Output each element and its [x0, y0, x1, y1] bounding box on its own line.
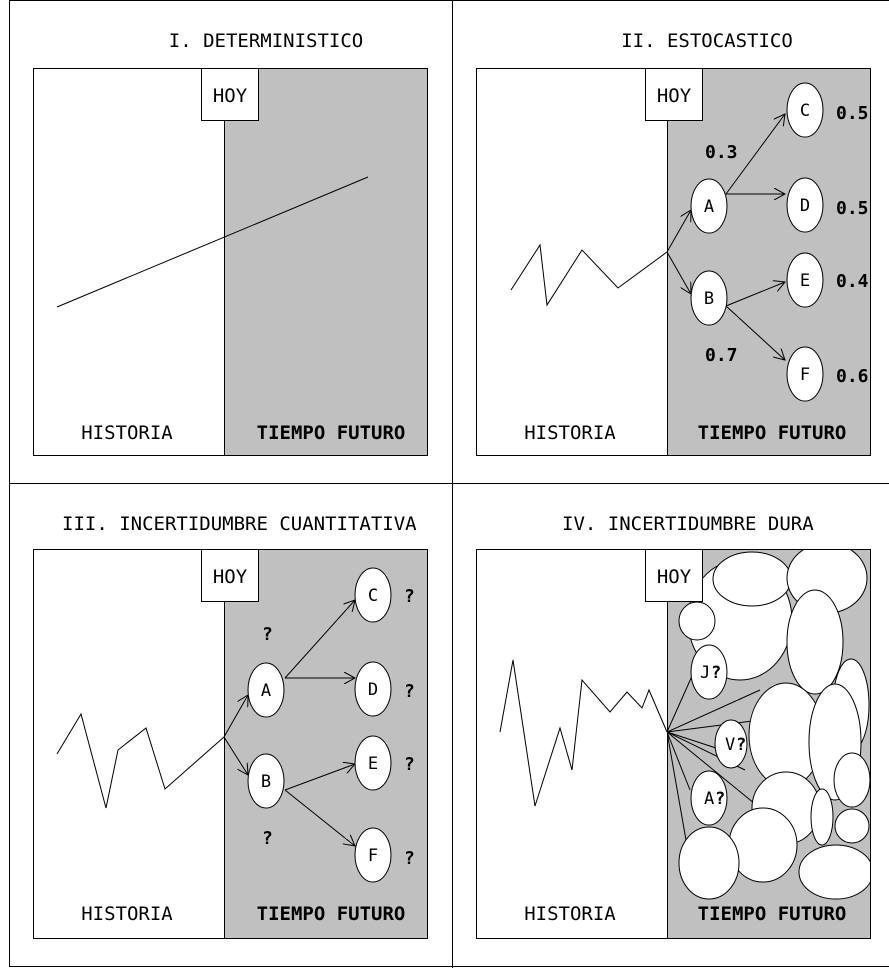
- panel-quantitative-uncertainty: III. INCERTIDUMBRE CUANTITATIVA HOY A B …: [34, 513, 428, 939]
- today-label: HOY: [657, 566, 692, 588]
- uncertain-mark: ?: [715, 789, 725, 809]
- svg-text:E: E: [800, 271, 810, 291]
- node-a: A ?: [691, 771, 727, 825]
- history-label: HISTORIA: [524, 903, 616, 925]
- svg-text:A: A: [704, 789, 714, 809]
- svg-text:F: F: [800, 365, 810, 385]
- uncertain-leaf-c: ?: [404, 586, 415, 607]
- svg-text:D: D: [368, 680, 378, 700]
- uncertain-mark: ?: [736, 735, 746, 755]
- uncertain-branch-a: ?: [262, 624, 273, 645]
- today-label: HOY: [213, 85, 248, 107]
- node-b: B: [248, 754, 284, 808]
- panel-title: II. ESTOCASTICO: [621, 30, 793, 52]
- node-f: F: [787, 347, 823, 401]
- probability-a: 0.3: [705, 142, 738, 163]
- future-region: [225, 550, 428, 939]
- panel-hard-uncertainty: J ? V ? A ? HOY HISTORIA TIEMPO FUTURO I…: [477, 513, 874, 939]
- svg-text:B: B: [704, 289, 714, 309]
- future-label: TIEMPO FUTURO: [257, 422, 406, 444]
- panel-deterministic: I. DETERMINISTICO HOY HISTORIA TIEMPO FU…: [34, 30, 428, 456]
- node-e: E: [787, 253, 823, 307]
- node-c: C: [787, 83, 823, 137]
- scenario-blob: [679, 602, 715, 640]
- probability-c: 0.5: [836, 103, 869, 124]
- today-label: HOY: [657, 85, 692, 107]
- uncertain-leaf-d: ?: [404, 681, 415, 702]
- node-j: J ?: [691, 645, 727, 699]
- probability-d: 0.5: [836, 198, 869, 219]
- history-label: HISTORIA: [81, 903, 173, 925]
- panel-title: I. DETERMINISTICO: [169, 30, 363, 52]
- future-label: TIEMPO FUTURO: [257, 903, 406, 925]
- future-label: TIEMPO FUTURO: [698, 422, 847, 444]
- svg-text:A: A: [704, 197, 714, 217]
- history-label: HISTORIA: [81, 422, 173, 444]
- svg-text:V: V: [725, 735, 735, 755]
- future-region: [668, 69, 871, 456]
- panel-title: III. INCERTIDUMBRE CUANTITATIVA: [62, 513, 417, 535]
- node-d: D: [787, 178, 823, 232]
- scenario-blob: [811, 789, 833, 845]
- node-a: A: [248, 663, 284, 717]
- scenario-blob: [713, 552, 791, 606]
- svg-text:B: B: [261, 772, 271, 792]
- future-region: [225, 69, 428, 456]
- uncertain-leaf-e: ?: [404, 754, 415, 775]
- node-a: A: [691, 179, 727, 233]
- svg-text:J: J: [700, 663, 710, 683]
- history-path: [57, 714, 224, 808]
- scenario-blob: [729, 808, 797, 882]
- node-e: E: [355, 736, 391, 790]
- svg-text:C: C: [800, 101, 810, 121]
- svg-text:C: C: [368, 586, 378, 606]
- svg-text:F: F: [368, 846, 378, 866]
- today-label: HOY: [213, 566, 248, 588]
- history-path: [511, 245, 667, 305]
- node-d: D: [355, 662, 391, 716]
- node-f: F: [355, 828, 391, 882]
- node-v: V ?: [715, 720, 747, 768]
- history-label: HISTORIA: [524, 422, 616, 444]
- svg-text:A: A: [261, 681, 271, 701]
- panel-title: IV. INCERTIDUMBRE DURA: [562, 513, 814, 535]
- scenario-blob: [835, 809, 869, 843]
- probability-e: 0.4: [836, 271, 869, 292]
- uncertain-mark: ?: [711, 663, 721, 683]
- probability-b: 0.7: [705, 345, 738, 366]
- node-b: B: [691, 271, 727, 325]
- uncertain-leaf-f: ?: [404, 848, 415, 869]
- panel-stochastic: II. ESTOCASTICO HOY A B C D: [477, 30, 871, 456]
- scenario-blob: [799, 845, 873, 899]
- future-label: TIEMPO FUTURO: [698, 903, 847, 925]
- scenario-blob: [679, 827, 739, 899]
- probability-f: 0.6: [836, 366, 869, 387]
- uncertain-branch-b: ?: [262, 828, 273, 849]
- svg-text:D: D: [800, 196, 810, 216]
- node-c: C: [355, 568, 391, 622]
- svg-text:E: E: [368, 754, 378, 774]
- history-path: [500, 660, 667, 806]
- scenario-blob: [787, 590, 843, 694]
- scenario-blob: [834, 753, 870, 807]
